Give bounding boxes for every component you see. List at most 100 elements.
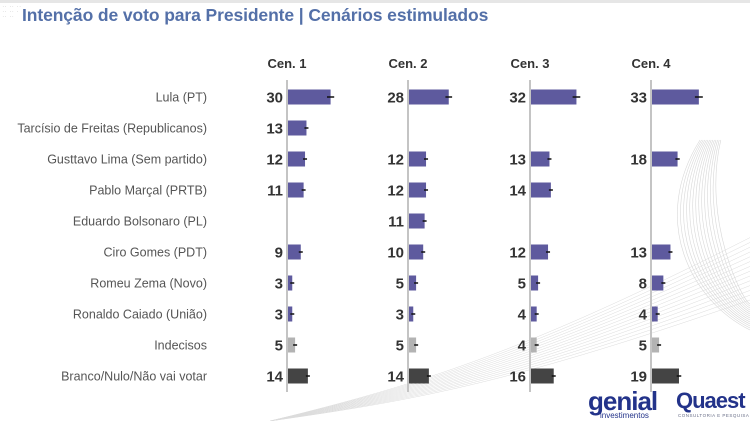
background-wave-line — [692, 139, 750, 321]
bar — [409, 244, 424, 260]
value-label: 4 — [639, 307, 648, 324]
background-wave-line — [689, 139, 750, 323]
background-wave-line — [704, 139, 750, 313]
category-label: Indecisos — [154, 339, 207, 353]
value-label: 11 — [267, 183, 283, 200]
value-label: 9 — [275, 245, 283, 262]
value-label: 16 — [509, 369, 526, 386]
category-label: Romeu Zema (Novo) — [90, 277, 207, 291]
bar — [409, 275, 417, 291]
background-wave-line — [269, 256, 750, 421]
category-label: Ronaldo Caiado (União) — [73, 308, 207, 322]
value-label: 13 — [266, 121, 283, 138]
value-label: 11 — [388, 214, 404, 231]
value-label: 3 — [275, 307, 283, 324]
bar — [652, 244, 671, 260]
genial-logo-subtitle: investimentos — [600, 411, 649, 420]
bar — [288, 244, 301, 260]
bar — [531, 337, 537, 353]
value-label: 32 — [509, 90, 526, 107]
value-label: 8 — [639, 276, 647, 293]
category-labels: Lula (PT) Tarcísio de Freitas (Republican… — [17, 91, 207, 384]
bar — [652, 306, 658, 322]
bar — [288, 120, 307, 136]
value-label: 14 — [509, 183, 526, 200]
background-wave-line — [269, 285, 750, 421]
corner-watermark: ·· ·· ·· ·· ·· · ·· ·· — [2, 4, 22, 19]
bar — [409, 182, 427, 198]
bar — [409, 89, 449, 105]
bar — [652, 337, 660, 353]
bar — [409, 151, 427, 167]
bar — [531, 151, 550, 167]
value-label: 13 — [509, 152, 526, 169]
scenario-column: Cen. 3 32 13 14 12 5 4 4 16 — [509, 56, 581, 392]
background-wave-line — [683, 139, 750, 327]
value-label: 12 — [387, 152, 404, 169]
background-wave-line — [269, 251, 750, 421]
bar — [409, 306, 414, 322]
quaest-logo-subtitle: CONSULTORIA E PESQUISA — [678, 413, 750, 418]
background-wave-line — [698, 139, 750, 317]
bar — [288, 89, 331, 105]
value-label: 5 — [396, 276, 404, 293]
background-wave-line — [710, 139, 750, 309]
bar — [652, 151, 678, 167]
value-label: 12 — [509, 245, 526, 262]
category-label: Branco/Nulo/Não vai votar — [61, 370, 207, 384]
quaest-logo: Quaest — [676, 388, 746, 413]
bar — [288, 306, 293, 322]
value-label: 12 — [387, 183, 404, 200]
background-wave-line — [701, 139, 750, 315]
background-wave-line — [269, 299, 750, 421]
bar — [531, 182, 551, 198]
bar — [531, 306, 537, 322]
scenario-header: Cen. 3 — [510, 56, 549, 71]
background-wave-line — [269, 261, 750, 421]
bar — [652, 275, 664, 291]
scenario-column: Cen. 1 30 13 12 11 9 3 3 5 14 — [266, 56, 335, 392]
category-label: Gusttavo Lima (Sem partido) — [47, 153, 207, 167]
bar — [409, 337, 417, 353]
background-wave-line — [707, 139, 750, 311]
value-label: 3 — [396, 307, 404, 324]
value-label: 10 — [387, 245, 404, 262]
background-wave-line — [695, 139, 750, 319]
category-label: Lula (PT) — [156, 91, 207, 105]
scenario-column: Cen. 2 28 12 12 11 10 5 3 5 14 — [387, 56, 453, 392]
bar — [652, 89, 699, 105]
value-label: 5 — [396, 338, 404, 355]
value-label: 5 — [518, 276, 526, 293]
value-label: 14 — [266, 369, 283, 386]
bar — [409, 213, 425, 229]
value-label: 33 — [630, 90, 647, 107]
category-label: Ciro Gomes (PDT) — [104, 246, 207, 260]
bar — [288, 275, 293, 291]
background-wave-line — [680, 139, 750, 329]
scenario-header: Cen. 2 — [388, 56, 427, 71]
category-label: Eduardo Bolsonaro (PL) — [73, 215, 207, 229]
category-label: Pablo Marçal (PRTB) — [89, 184, 207, 198]
value-label: 13 — [630, 245, 647, 262]
bar — [531, 368, 554, 384]
value-label: 14 — [387, 369, 404, 386]
background-wave-line — [677, 139, 750, 331]
genial-logo: genial — [588, 386, 658, 416]
value-label: 5 — [275, 338, 283, 355]
bar — [288, 368, 308, 384]
bar — [288, 337, 296, 353]
value-label: 3 — [275, 276, 283, 293]
page-title: Intenção de voto para Presidente | Cenár… — [22, 5, 489, 25]
value-label: 4 — [518, 307, 527, 324]
bar — [531, 89, 577, 105]
bar — [288, 182, 304, 198]
background-wave-line — [269, 294, 750, 421]
value-label: 18 — [630, 152, 647, 169]
scenario-column: Cen. 4 33 18 13 8 4 5 19 — [630, 56, 703, 392]
background-wave-line — [712, 139, 750, 307]
bar — [531, 275, 539, 291]
background-wave-line — [269, 275, 750, 421]
bar — [531, 244, 549, 260]
